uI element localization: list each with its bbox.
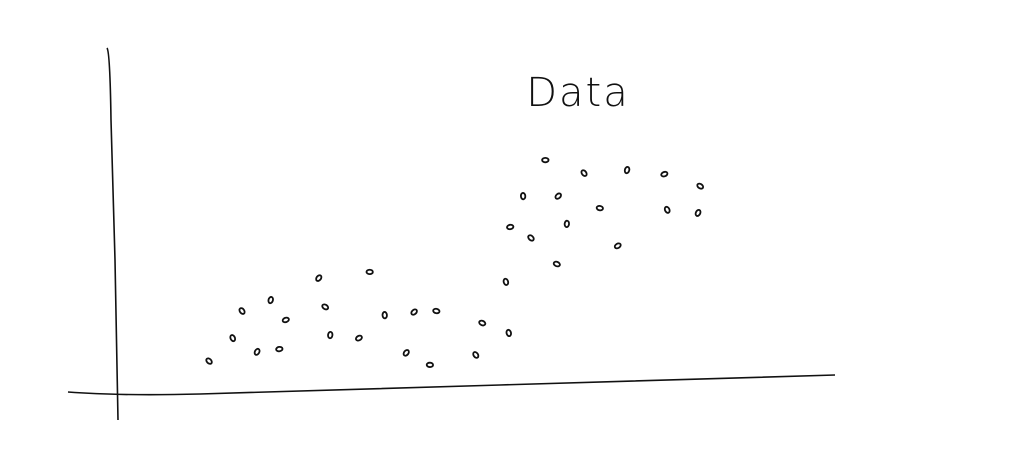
- data-point: [432, 307, 441, 315]
- data-point: [267, 296, 274, 305]
- data-point: [275, 345, 284, 353]
- data-point: [554, 192, 562, 200]
- y-axis: [106, 47, 119, 421]
- data-point: [506, 223, 515, 231]
- data-point: [321, 303, 330, 311]
- chart-title: Data: [526, 70, 630, 116]
- data-point: [527, 234, 535, 242]
- data-point: [425, 361, 434, 368]
- data-point: [327, 330, 334, 340]
- data-point: [502, 277, 510, 286]
- data-point: [229, 334, 237, 343]
- data-point: [253, 347, 261, 356]
- data-point: [238, 307, 246, 315]
- data-point: [541, 157, 550, 164]
- data-point: [472, 351, 480, 359]
- data-point: [365, 268, 374, 276]
- data-point: [505, 328, 512, 338]
- data-point: [355, 334, 363, 342]
- data-point: [402, 349, 410, 357]
- data-point: [694, 209, 702, 217]
- data-point: [205, 357, 213, 365]
- data-point: [410, 308, 418, 316]
- data-point: [663, 205, 671, 214]
- data-point: [660, 170, 669, 178]
- data-point: [613, 242, 622, 250]
- data-point: [696, 182, 705, 190]
- data-point: [595, 204, 604, 212]
- data-point: [478, 319, 487, 327]
- data-point: [519, 192, 527, 201]
- data-point: [281, 316, 290, 324]
- data-point: [381, 311, 388, 320]
- x-axis: [67, 374, 836, 396]
- data-point: [315, 274, 323, 282]
- data-point: [623, 166, 631, 175]
- data-point: [552, 260, 561, 268]
- data-point: [563, 219, 570, 228]
- data-point: [580, 169, 588, 177]
